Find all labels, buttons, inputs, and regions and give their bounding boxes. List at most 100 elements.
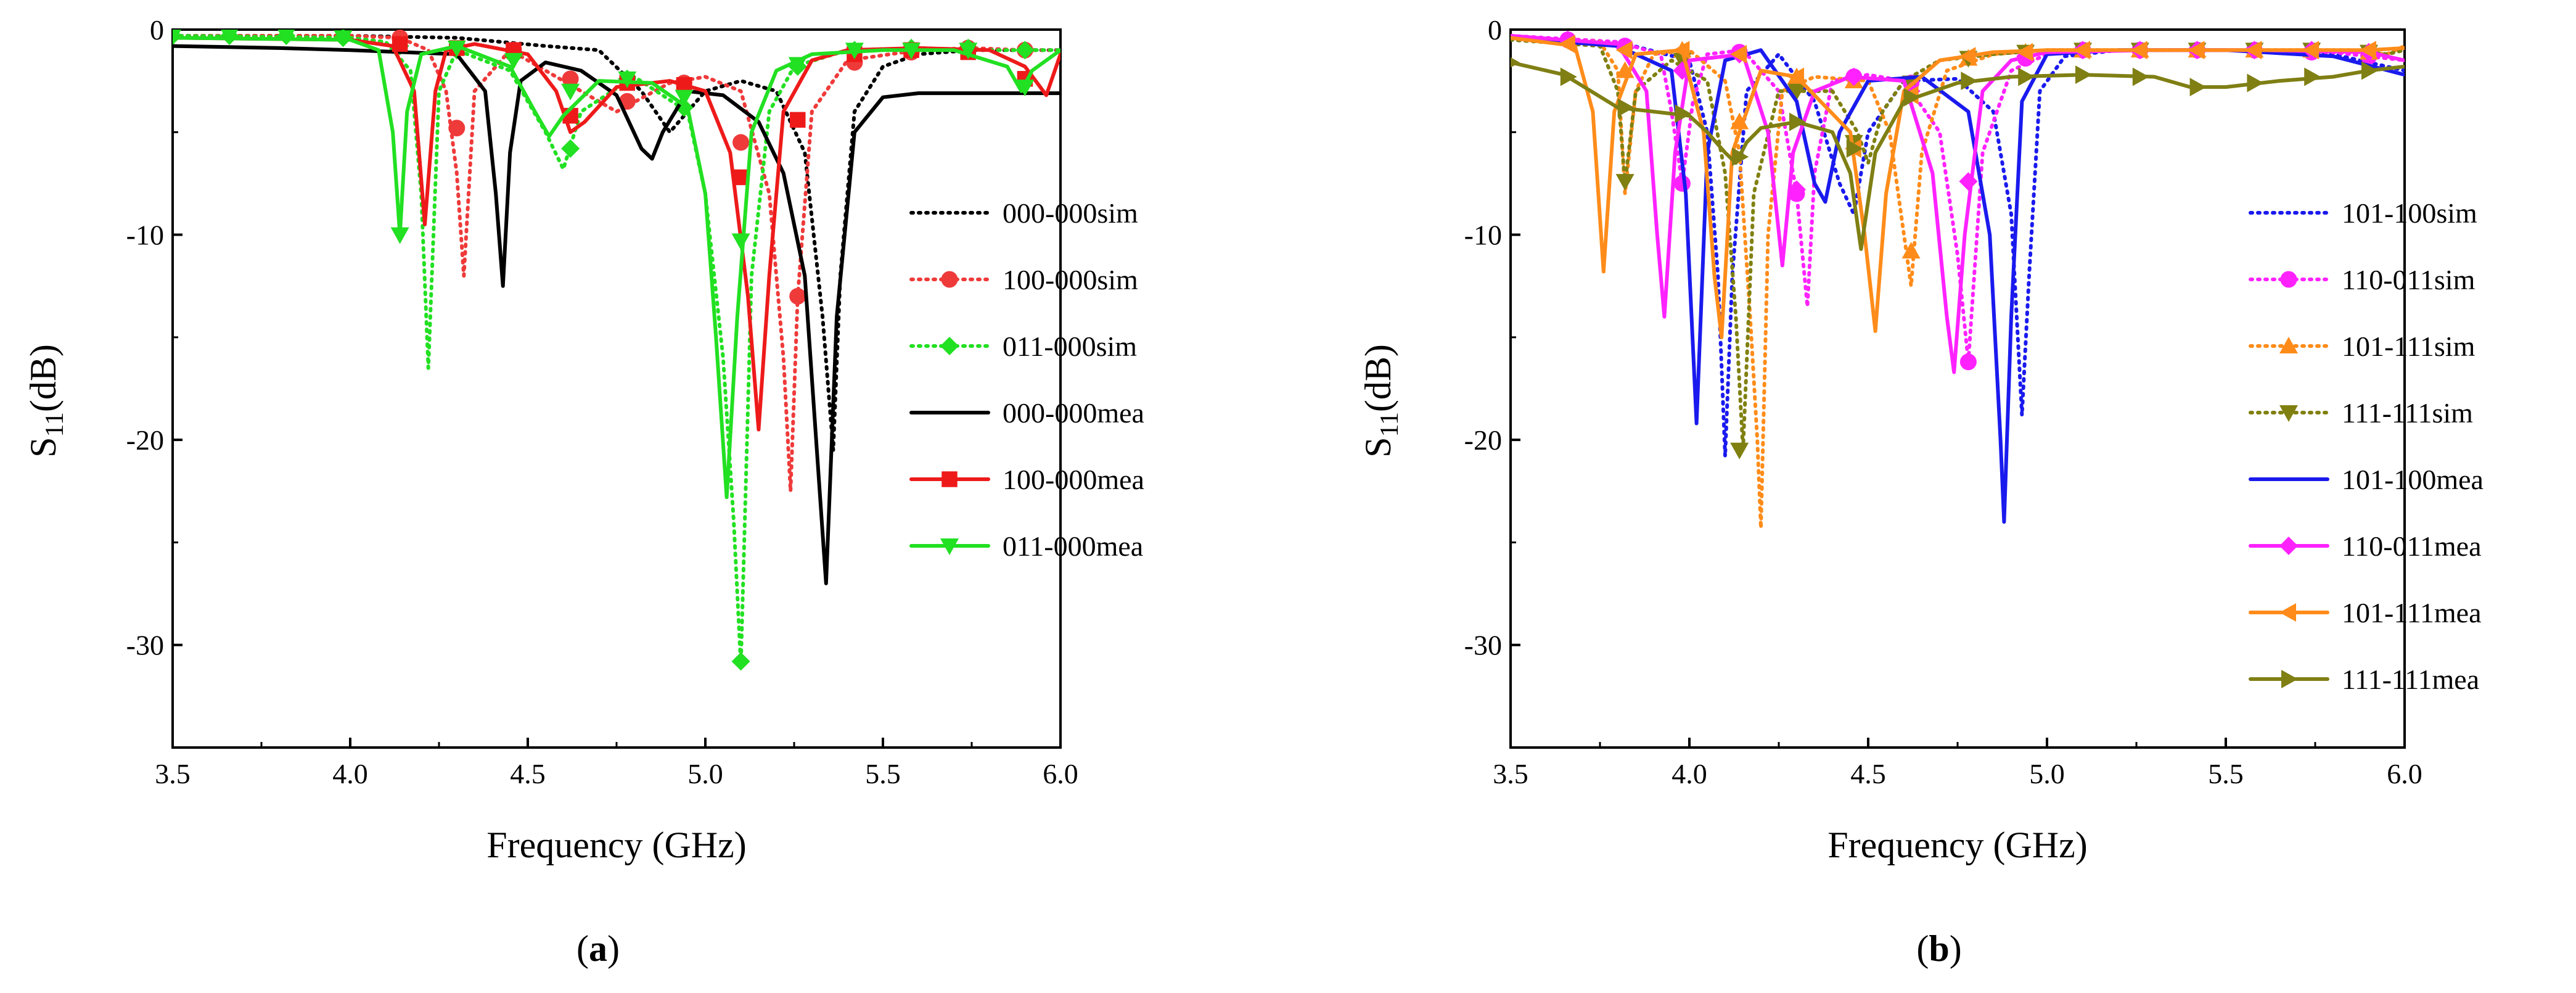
series-line-000-000mea <box>173 44 1060 585</box>
x-tick-label-a: 3.5 <box>155 758 191 789</box>
data-point-101-111mea <box>1787 67 1804 86</box>
panel-label-letter-b: b <box>1929 928 1949 969</box>
y-axis-title-b: S11(dB) <box>1358 344 1404 458</box>
legend-label-011-000sim: 011-000sim <box>1003 331 1137 362</box>
data-point-011-000sim <box>731 652 750 671</box>
x-tick-label-b: 5.5 <box>2208 758 2244 789</box>
series-line-111-111mea <box>1511 60 2405 251</box>
y-tick-label-b: -30 <box>1464 630 1502 661</box>
data-point-111-111mea <box>2132 67 2149 86</box>
data-point-111-111mea <box>2361 61 2378 80</box>
data-point-011-000mea <box>277 30 295 45</box>
legend-label-101-111mea: 101-111mea <box>2342 597 2482 628</box>
data-point-101-111mea <box>1673 41 1690 60</box>
data-point-110-011mea <box>1959 172 1978 191</box>
series-line-101-100mea <box>1511 36 2405 524</box>
data-point-110-011sim <box>1959 353 1977 371</box>
data-point-100-000sim <box>732 134 750 151</box>
legend-marker-011-000mea <box>940 538 959 555</box>
data-point-011-000mea <box>959 43 978 60</box>
legend-a: 000-000sim 100-000sim 011-000sim 000-000mea… <box>909 197 1144 562</box>
legend-marker-100-000sim <box>941 271 958 288</box>
panel-label-open-paren-b: ( <box>1916 928 1929 969</box>
y-axis-title-unit-b: (dB) <box>1358 344 1398 412</box>
y-tick-label-b: 0 <box>1488 14 1502 46</box>
data-point-110-011mea <box>1787 180 1806 199</box>
data-point-101-111mea <box>1615 41 1633 60</box>
legend-label-101-100mea: 101-100mea <box>2342 464 2484 495</box>
legend-label-011-000mea: 011-000mea <box>1003 530 1143 562</box>
x-axis-title-a: Frequency (GHz) <box>486 825 747 865</box>
data-point-100-000sim <box>448 120 466 137</box>
data-point-101-111mea <box>1959 47 1976 66</box>
x-tick-label-a: 6.0 <box>1043 758 1078 789</box>
x-tick-label-a: 4.0 <box>332 758 368 789</box>
data-point-111-111mea <box>2304 67 2321 86</box>
data-point-011-000mea <box>845 43 864 60</box>
data-point-100-000mea <box>790 112 806 128</box>
data-point-011-000mea <box>618 71 637 88</box>
data-point-100-000sim <box>789 287 806 305</box>
data-point-011-000mea <box>334 30 353 47</box>
data-point-011-000mea <box>788 57 807 74</box>
data-point-111-111sim <box>1615 174 1635 191</box>
series-line-011-000mea <box>173 36 1060 500</box>
data-point-011-000mea <box>902 43 921 60</box>
y-tick-label-a: -30 <box>126 630 164 661</box>
data-point-101-111mea <box>2302 41 2320 60</box>
legend-label-000-000sim: 000-000sim <box>1003 197 1138 229</box>
y-tick-label-b: -10 <box>1464 220 1502 251</box>
data-point-011-000mea <box>1015 80 1035 97</box>
legend-label-111-111mea: 111-111mea <box>2342 664 2479 695</box>
series-group-a <box>173 30 1060 671</box>
legend-marker-011-000sim <box>940 337 959 355</box>
data-point-011-000mea <box>731 233 750 250</box>
panel-label-letter-a: a <box>589 928 607 969</box>
data-point-100-000mea <box>392 36 408 52</box>
y-axis-title-main-a: S <box>23 437 64 458</box>
legend-marker-111-111mea <box>2281 670 2298 688</box>
data-point-111-111mea <box>2189 78 2207 97</box>
data-point-101-111mea <box>2245 41 2262 60</box>
data-point-101-111mea <box>1558 35 1575 54</box>
x-tick-label-a: 4.5 <box>510 758 546 789</box>
legend-label-101-100sim: 101-100sim <box>2342 197 2477 229</box>
data-point-101-111mea <box>1730 44 1747 64</box>
data-point-011-000mea <box>561 83 580 101</box>
plot-frame-b <box>1509 28 2406 749</box>
x-tick-label-b: 4.0 <box>1672 758 1707 789</box>
y-tick-label-b: -20 <box>1464 424 1502 456</box>
y-axis-title-unit-a: (dB) <box>23 344 64 412</box>
series-group-b <box>1511 30 2405 530</box>
data-point-111-111sim <box>1730 442 1749 459</box>
panel-a: Frequency (GHz) S11(dB) (a) 3.5 4.0 4.5 5.0… <box>23 14 1144 969</box>
data-point-011-000mea <box>173 30 181 45</box>
y-tick-label-a: 0 <box>150 14 164 46</box>
data-point-101-111sim <box>1901 242 1921 259</box>
panel-b: Frequency (GHz) S11(dB) (b) 3.5 4.0 4.5 5.0… <box>1358 14 2484 969</box>
legend-label-100-000mea: 100-000mea <box>1003 464 1144 495</box>
legend-label-110-011mea: 110-011mea <box>2342 530 2482 562</box>
data-point-110-011mea <box>1844 67 1863 86</box>
data-point-111-111mea <box>1617 98 1635 117</box>
panel-label-close-paren-a: ) <box>607 928 620 969</box>
data-point-101-111mea <box>2016 43 2033 62</box>
data-point-111-111mea <box>2018 67 2035 86</box>
x-tick-label-a: 5.5 <box>865 758 901 789</box>
x-tick-label-b: 5.0 <box>2029 758 2065 789</box>
x-tick-label-b: 3.5 <box>1493 758 1528 789</box>
data-point-101-111mea <box>2074 41 2090 60</box>
legend-label-111-111sim: 111-111sim <box>2342 397 2473 429</box>
data-point-011-000sim <box>561 139 580 158</box>
y-axis-title-sub-a: 11 <box>41 412 69 437</box>
data-point-011-000mea <box>221 30 239 45</box>
panel-label-open-paren-a: ( <box>576 928 589 969</box>
data-point-111-111mea <box>1789 112 1806 131</box>
series-line-100-000sim <box>173 34 1060 493</box>
legend-label-100-000sim: 100-000sim <box>1003 264 1138 295</box>
legend-marker-100-000mea <box>941 471 958 487</box>
legend-marker-110-011mea <box>2279 537 2298 555</box>
y-axis-title-sub-b: 11 <box>1376 412 1404 437</box>
y-tick-label-a: -10 <box>126 220 164 251</box>
